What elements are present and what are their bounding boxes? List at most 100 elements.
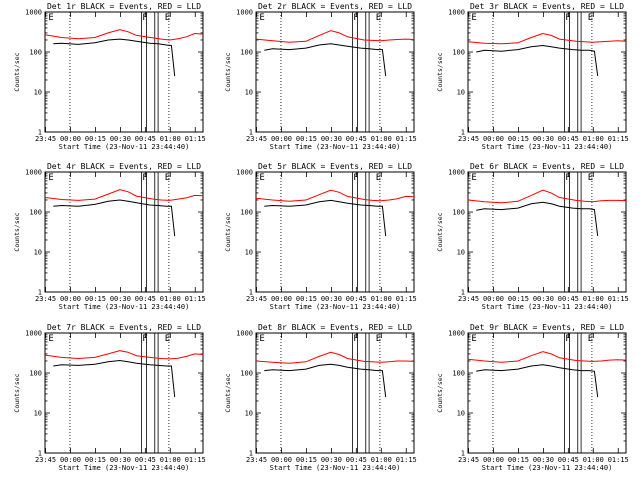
y-tick-label: 1	[461, 129, 465, 137]
x-tick-label: 00:15	[296, 135, 317, 143]
y-tick-label: 1	[38, 450, 42, 458]
event-marker-label: F	[353, 173, 358, 183]
x-tick-label: 23:45	[458, 135, 479, 143]
events-rate-line	[53, 199, 176, 237]
x-tick-label: 00:30	[321, 135, 342, 143]
lld-rate-line	[44, 29, 204, 41]
event-marker-label: E	[588, 13, 593, 23]
y-tick-label: 1000	[236, 169, 253, 177]
plot-frame	[255, 11, 415, 133]
event-marker-label: E	[259, 173, 264, 183]
plot-frame	[467, 332, 627, 454]
x-tick-label: 00:45	[346, 295, 367, 303]
x-tick-label: 00:15	[85, 295, 106, 303]
lld-rate-line	[44, 189, 204, 201]
x-tick-label: 00:45	[346, 135, 367, 143]
x-tick-label: 00:30	[321, 456, 342, 464]
plot-frame	[467, 171, 627, 293]
plot-frame	[44, 171, 204, 293]
x-axis-label: Start Time (23-Nov-11 23:44:40)	[270, 143, 401, 151]
event-marker-label: E	[471, 13, 476, 23]
y-tick-label: 1	[461, 450, 465, 458]
x-tick-label: 00:00	[60, 295, 81, 303]
panel-title: Det 4r BLACK = Events, RED = LLD	[47, 162, 201, 171]
event-marker-label: F	[565, 173, 570, 183]
x-tick-label: 01:00	[160, 135, 181, 143]
events-rate-line	[476, 201, 599, 237]
y-tick-label: 10	[457, 410, 465, 418]
x-tick-label: 01:15	[396, 295, 417, 303]
y-tick-label: 100	[452, 370, 465, 378]
y-tick-label: 10	[34, 89, 42, 97]
event-marker-label: F	[353, 334, 358, 344]
event-marker-label: E	[259, 13, 264, 23]
events-rate-line	[53, 38, 176, 77]
y-tick-label: 1000	[448, 330, 465, 338]
event-marker-label: F	[142, 173, 147, 183]
event-marker-label: E	[588, 334, 593, 344]
event-marker-label: E	[165, 334, 170, 344]
events-rate-line	[53, 359, 176, 398]
event-marker-label: F	[142, 334, 147, 344]
y-axis-label: Counts/sec	[436, 373, 444, 412]
y-tick-label: 100	[240, 370, 253, 378]
event-marker-label: E	[165, 173, 170, 183]
lld-rate-line	[467, 32, 627, 45]
x-tick-label: 01:15	[396, 135, 417, 143]
x-tick-label: 01:15	[396, 456, 417, 464]
x-axis-label: Start Time (23-Nov-11 23:44:40)	[59, 303, 190, 311]
detector-panel	[255, 11, 415, 133]
plot-frame	[44, 332, 204, 454]
y-axis-label: Counts/sec	[224, 373, 232, 412]
x-tick-label: 00:00	[271, 456, 292, 464]
detector-panel	[44, 171, 204, 293]
x-tick-label: 00:00	[271, 295, 292, 303]
event-marker-label: F	[142, 13, 147, 23]
x-tick-label: 01:00	[371, 135, 392, 143]
y-axis-label: Counts/sec	[13, 212, 21, 251]
y-axis-label: Counts/sec	[436, 52, 444, 91]
x-tick-label: 01:15	[608, 456, 629, 464]
event-marker-label: E	[471, 334, 476, 344]
y-tick-label: 10	[245, 249, 253, 257]
x-tick-label: 00:00	[271, 135, 292, 143]
y-tick-label: 10	[457, 89, 465, 97]
y-tick-label: 1	[249, 129, 253, 137]
event-marker-label: F	[565, 13, 570, 23]
y-tick-label: 10	[457, 249, 465, 257]
events-rate-line	[476, 44, 599, 77]
y-tick-label: 100	[29, 209, 42, 217]
event-marker-label: E	[376, 334, 381, 344]
detector-panel	[467, 332, 627, 454]
y-axis-label: Counts/sec	[224, 212, 232, 251]
x-tick-label: 00:30	[321, 295, 342, 303]
y-tick-label: 10	[34, 410, 42, 418]
plot-frame	[44, 11, 204, 133]
x-tick-label: 23:45	[35, 135, 56, 143]
event-marker-label: F	[353, 13, 358, 23]
x-tick-label: 00:45	[558, 135, 579, 143]
detector-panel	[44, 11, 204, 133]
event-marker-label: E	[165, 13, 170, 23]
x-tick-label: 01:15	[608, 295, 629, 303]
x-tick-label: 01:00	[160, 456, 181, 464]
y-tick-label: 1	[249, 289, 253, 297]
y-tick-label: 1000	[25, 169, 42, 177]
y-tick-label: 10	[245, 410, 253, 418]
y-tick-label: 1	[461, 289, 465, 297]
detector-panel	[255, 332, 415, 454]
event-marker-label: E	[376, 173, 381, 183]
lld-rate-line	[255, 30, 415, 43]
panel-title: Det 5r BLACK = Events, RED = LLD	[258, 162, 412, 171]
y-tick-label: 100	[452, 49, 465, 57]
plot-frame	[255, 332, 415, 454]
y-axis-label: Counts/sec	[436, 212, 444, 251]
x-tick-label: 00:15	[85, 135, 106, 143]
y-tick-label: 1000	[236, 9, 253, 17]
x-tick-label: 01:00	[371, 456, 392, 464]
event-marker-label: F	[565, 334, 570, 344]
x-tick-label: 00:00	[60, 456, 81, 464]
y-tick-label: 1000	[448, 169, 465, 177]
plot-frame	[467, 11, 627, 133]
